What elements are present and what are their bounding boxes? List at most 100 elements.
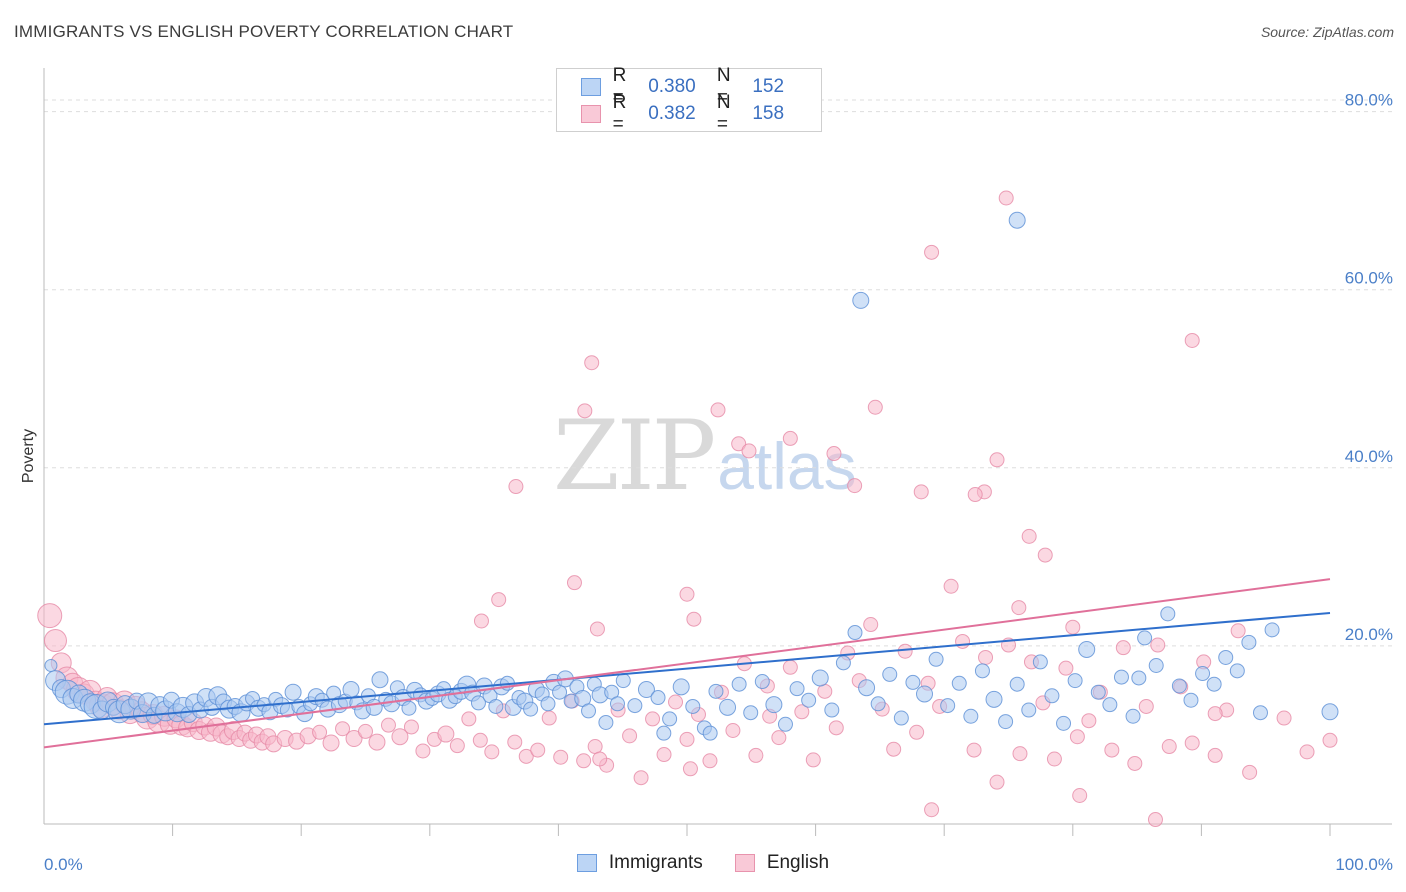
grid-lines xyxy=(44,99,1392,647)
english-point xyxy=(530,742,546,758)
immigrants-point xyxy=(1171,678,1187,694)
immigrants-point xyxy=(656,725,672,741)
immigrants-point xyxy=(552,684,568,700)
english-point xyxy=(1012,746,1028,762)
english-point xyxy=(1069,729,1085,745)
english-point xyxy=(771,730,787,746)
n-value: 152 xyxy=(752,76,785,97)
immigrants-point xyxy=(1218,649,1234,665)
correlation-legend: R = 0.380 N = 152 R = 0.382 N = 158 xyxy=(556,65,822,135)
immigrants-point xyxy=(581,703,597,719)
english-point xyxy=(577,403,593,419)
immigrants-point xyxy=(801,692,817,708)
english-point xyxy=(1276,710,1292,726)
immigrants-point xyxy=(824,702,840,718)
english-point xyxy=(312,724,328,740)
english-point xyxy=(1242,764,1258,780)
english-point xyxy=(368,733,386,751)
english-swatch xyxy=(734,854,755,872)
legend-item-english[interactable]: English xyxy=(734,852,829,874)
english-point xyxy=(955,633,971,649)
english-point xyxy=(507,734,523,750)
immigrants-point xyxy=(1078,640,1096,658)
english-point xyxy=(686,611,702,627)
watermark: ZIPatlas xyxy=(553,400,857,512)
r-label: R = xyxy=(612,92,627,135)
english-point xyxy=(1021,528,1037,544)
immigrants-point xyxy=(1206,676,1222,692)
immigrants-point xyxy=(777,716,793,732)
trend-lines xyxy=(43,578,1331,749)
immigrants-point xyxy=(847,625,863,641)
english-point xyxy=(725,723,741,738)
immigrants-point xyxy=(963,708,979,724)
immigrants-point xyxy=(1131,670,1147,686)
immigrants-point xyxy=(765,696,783,714)
immigrants-point xyxy=(650,690,666,706)
english-point xyxy=(943,578,959,594)
english-point xyxy=(886,741,902,757)
english-point xyxy=(897,643,913,659)
english-point xyxy=(518,748,534,764)
immigrants-point xyxy=(540,696,556,712)
english-point xyxy=(322,734,340,752)
legend-item-immigrants[interactable]: Immigrants xyxy=(576,852,703,874)
immigrants-point xyxy=(754,674,770,690)
immigrants-point xyxy=(685,698,701,714)
immigrants-swatch xyxy=(576,854,597,872)
immigrants-point xyxy=(1137,630,1153,646)
english-point xyxy=(867,399,883,415)
english-point xyxy=(472,732,488,748)
immigrants-point xyxy=(1067,673,1083,689)
immigrants-point xyxy=(342,681,360,699)
immigrants-point xyxy=(905,674,921,690)
n-label: N = xyxy=(716,92,731,135)
immigrants-point xyxy=(44,658,58,672)
english-point xyxy=(566,575,582,591)
immigrants-point xyxy=(470,695,486,711)
immigrants-point xyxy=(719,698,737,716)
y-tick-label: 80.0% xyxy=(1345,91,1393,110)
immigrants-point xyxy=(974,663,990,679)
n-label: N = xyxy=(716,65,731,108)
immigrants-point xyxy=(609,696,625,712)
immigrants-point xyxy=(284,683,302,701)
english-point xyxy=(633,770,649,786)
immigrants-point xyxy=(1148,657,1164,673)
english-point xyxy=(978,649,994,665)
immigrants-point xyxy=(708,683,724,699)
english-point xyxy=(1065,619,1081,635)
english-point xyxy=(1147,812,1163,828)
english-point xyxy=(828,720,844,736)
english-point xyxy=(484,744,500,760)
english-point xyxy=(508,479,524,495)
immigrants-point xyxy=(1125,708,1141,724)
immigrants-point xyxy=(835,655,851,671)
english-trend-line xyxy=(43,578,1331,749)
immigrants-point xyxy=(743,705,759,721)
english-point xyxy=(592,751,608,767)
english-point xyxy=(826,446,842,462)
immigrants-point xyxy=(637,681,655,699)
english-point xyxy=(1184,735,1200,751)
english-point xyxy=(437,725,455,743)
axes xyxy=(43,68,1392,836)
legend-row-immigrants: R = 0.380 N = 152 xyxy=(581,65,821,108)
n-value: 158 xyxy=(752,103,785,124)
english-point xyxy=(998,190,1014,206)
immigrants-point xyxy=(1090,684,1106,700)
r-value: 0.382 xyxy=(648,103,696,124)
chart-title: IMMIGRANTS VS ENGLISH POVERTY CORRELATIO… xyxy=(14,22,514,41)
english-point xyxy=(553,749,569,765)
immigrants-swatch xyxy=(581,78,601,96)
english-point xyxy=(1081,713,1097,729)
english-point xyxy=(43,629,67,653)
english-point xyxy=(702,753,718,769)
immigrants-point xyxy=(1009,676,1025,692)
immigrants-point xyxy=(371,671,389,689)
immigrants-point xyxy=(488,698,504,714)
english-point xyxy=(589,621,605,637)
immigrants-points xyxy=(44,211,1339,741)
r-label: R = xyxy=(612,65,627,108)
